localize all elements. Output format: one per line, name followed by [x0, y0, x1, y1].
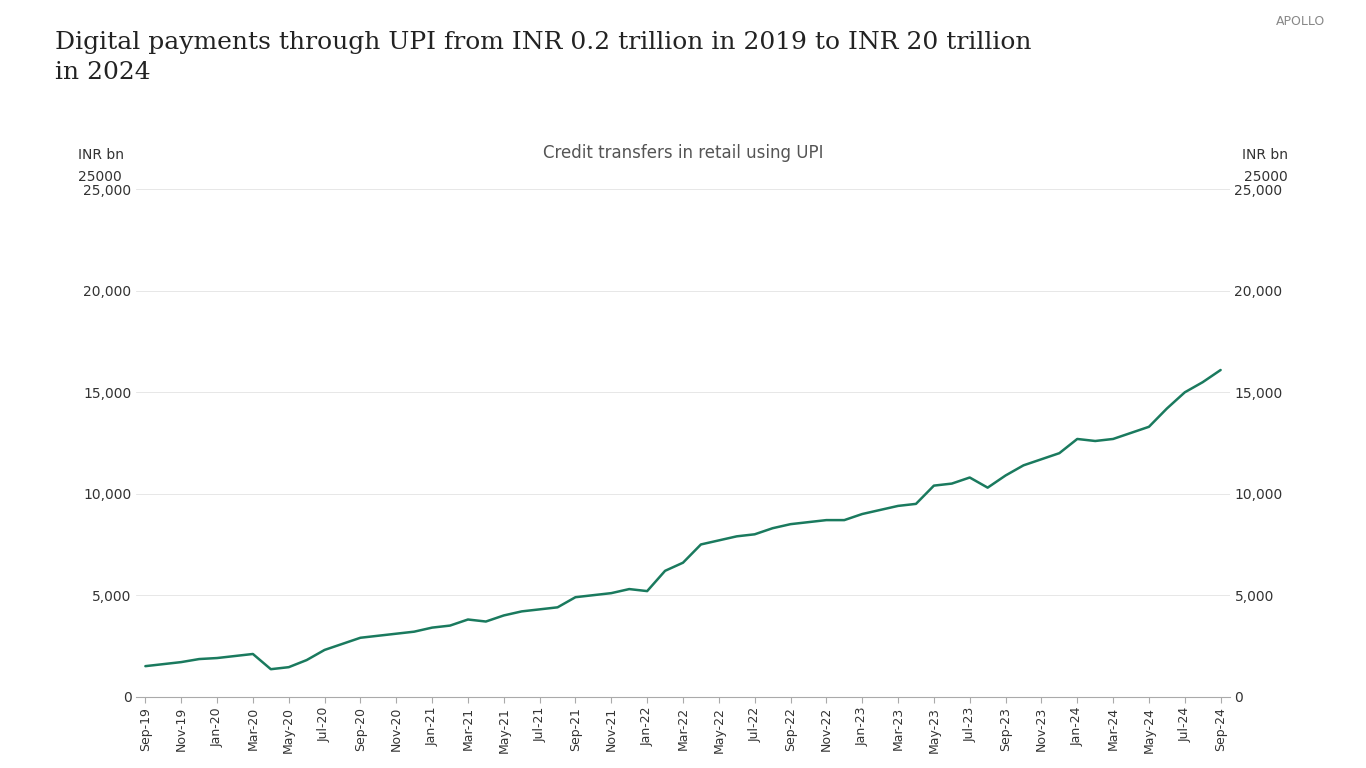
Text: INR bn: INR bn [1242, 147, 1288, 161]
Text: Credit transfers in retail using UPI: Credit transfers in retail using UPI [542, 144, 824, 161]
Text: INR bn: INR bn [78, 147, 124, 161]
Text: Digital payments through UPI from INR 0.2 trillion in 2019 to INR 20 trillion
in: Digital payments through UPI from INR 0.… [55, 31, 1031, 84]
Text: APOLLO: APOLLO [1276, 15, 1325, 28]
Text: 25000: 25000 [1244, 170, 1288, 184]
Text: 25000: 25000 [78, 170, 122, 184]
